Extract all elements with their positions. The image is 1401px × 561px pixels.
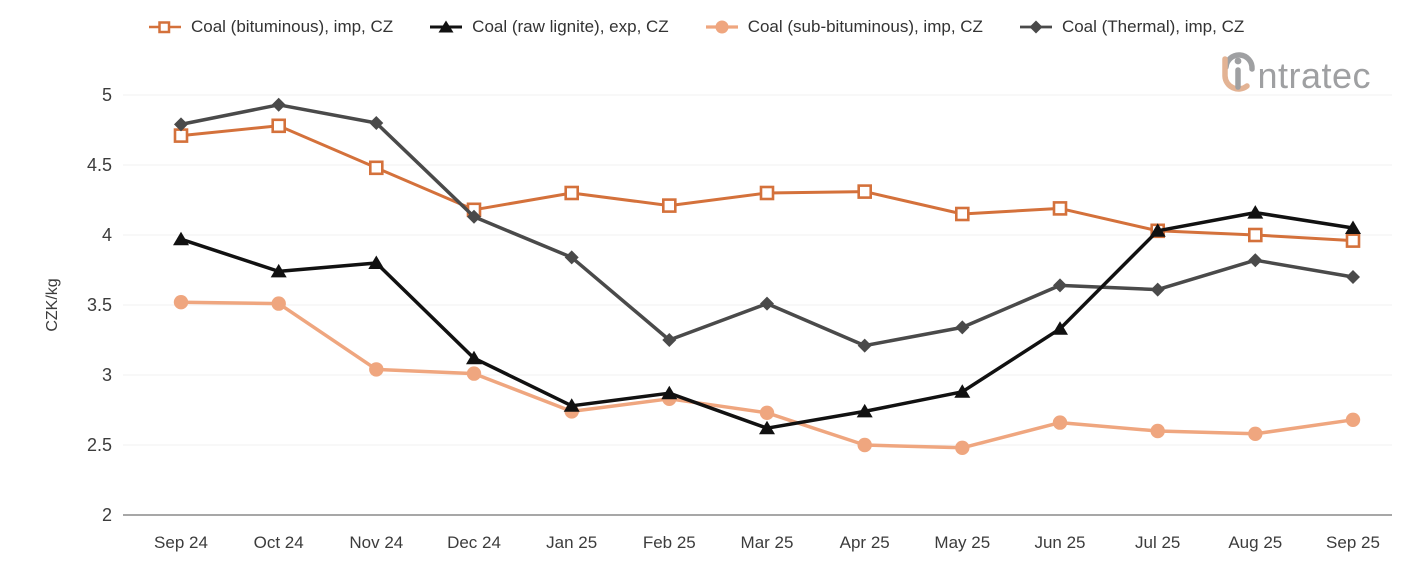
series-coal-raw-lignite-exp-cz bbox=[173, 205, 1361, 435]
data-point-marker bbox=[759, 420, 775, 435]
legend-label: Coal (raw lignite), exp, CZ bbox=[472, 17, 669, 36]
data-point-marker bbox=[173, 128, 189, 143]
x-axis-tick-label: Apr 25 bbox=[840, 533, 890, 552]
x-axis-tick-label: May 25 bbox=[934, 533, 990, 552]
data-point-marker bbox=[856, 403, 873, 418]
data-point-marker bbox=[173, 295, 189, 310]
data-point-marker bbox=[954, 384, 971, 398]
x-axis-tick-label: Jan 25 bbox=[546, 533, 597, 552]
data-point-marker bbox=[661, 198, 677, 213]
x-axis-tick-label: Sep 25 bbox=[1326, 533, 1380, 552]
data-point-marker bbox=[1248, 227, 1263, 243]
data-point-marker bbox=[368, 255, 385, 269]
legend: Coal (bituminous), imp, CZ Coal (raw lig… bbox=[148, 17, 1244, 37]
diamond-marker-icon bbox=[1019, 20, 1052, 34]
data-point-marker bbox=[759, 405, 775, 420]
x-axis-ticks: Sep 24 Oct 24 Nov 24 Dec 24 Jan 25 Feb 25 Mar … bbox=[154, 533, 1380, 552]
data-point-marker bbox=[1346, 270, 1360, 284]
data-point-marker bbox=[368, 160, 384, 176]
legend-label: Coal (sub-bituminous), imp, CZ bbox=[747, 17, 983, 36]
x-axis-tick-label: Mar 25 bbox=[741, 533, 794, 552]
data-point-marker bbox=[1248, 426, 1263, 441]
x-axis-tick-label: Feb 25 bbox=[643, 533, 696, 552]
data-point-marker bbox=[1345, 233, 1361, 248]
data-point-marker bbox=[1052, 415, 1068, 430]
x-axis-tick-label: Oct 24 bbox=[254, 533, 304, 552]
data-point-marker bbox=[1345, 412, 1361, 427]
legend-item-coal-sub-bituminous[interactable]: Coal (sub-bituminous), imp, CZ bbox=[705, 17, 983, 37]
triangle-marker-icon bbox=[430, 20, 463, 33]
square-open-marker-icon bbox=[149, 21, 181, 34]
data-point-marker bbox=[1247, 205, 1264, 219]
data-point-marker bbox=[662, 333, 677, 347]
data-point-marker bbox=[857, 437, 872, 453]
data-point-marker bbox=[955, 320, 970, 335]
y-axis-tick-label: 5 bbox=[102, 85, 112, 105]
data-point-marker bbox=[271, 118, 287, 134]
series-line-coal-raw-lignite-exp-cz bbox=[179, 210, 1355, 430]
y-axis-tick-label: 4.5 bbox=[87, 155, 112, 175]
data-point-marker bbox=[270, 263, 287, 278]
data-point-marker bbox=[369, 116, 384, 130]
data-point-marker bbox=[467, 209, 481, 224]
data-point-marker bbox=[759, 185, 775, 201]
data-point-marker bbox=[271, 97, 286, 112]
y-axis-tick-label: 4 bbox=[102, 225, 112, 245]
data-point-marker bbox=[564, 250, 579, 265]
data-point-marker bbox=[466, 350, 482, 365]
data-point-marker bbox=[955, 440, 970, 455]
series-coal-thermal-imp-cz bbox=[174, 97, 1360, 353]
data-point-marker bbox=[1052, 201, 1068, 216]
x-axis-tick-label: Sep 24 bbox=[154, 533, 208, 552]
circle-marker-icon bbox=[705, 20, 738, 34]
series-line-coal-bituminous-imp-cz bbox=[179, 124, 1355, 243]
y-axis-tick-label: 3.5 bbox=[87, 295, 112, 315]
legend-item-coal-thermal[interactable]: Coal (Thermal), imp, CZ bbox=[1019, 17, 1244, 37]
data-point-marker bbox=[1345, 220, 1361, 234]
data-point-marker bbox=[857, 184, 873, 199]
data-point-marker bbox=[369, 362, 384, 377]
legend-item-coal-raw-lignite[interactable]: Coal (raw lignite), exp, CZ bbox=[429, 17, 669, 37]
data-point-marker bbox=[1052, 321, 1068, 335]
y-axis-tick-label: 2 bbox=[102, 505, 112, 525]
x-axis-tick-label: Aug 25 bbox=[1228, 533, 1282, 552]
data-point-marker bbox=[954, 206, 970, 222]
data-point-marker bbox=[1053, 278, 1067, 293]
data-point-marker bbox=[1149, 223, 1166, 237]
series-coal-sub-bituminous-imp-cz bbox=[173, 295, 1361, 455]
legend-label: Coal (Thermal), imp, CZ bbox=[1061, 17, 1245, 36]
data-point-marker bbox=[173, 231, 189, 246]
legend-item-coal-bituminous[interactable]: Coal (bituminous), imp, CZ bbox=[148, 17, 393, 37]
gridlines bbox=[123, 94, 1392, 516]
data-point-marker bbox=[857, 338, 872, 353]
intratec-mark-icon bbox=[1222, 52, 1256, 92]
y-axis-tick-label: 2.5 bbox=[87, 435, 112, 455]
data-point-marker bbox=[466, 366, 482, 381]
legend-label: Coal (bituminous), imp, CZ bbox=[191, 17, 394, 36]
x-axis-tick-label: Jun 25 bbox=[1034, 533, 1085, 552]
x-axis-tick-label: Jul 25 bbox=[1135, 533, 1180, 552]
x-axis-tick-label: Nov 24 bbox=[349, 533, 403, 552]
y-axis-title: CZK/kg bbox=[44, 278, 61, 331]
data-point-marker bbox=[271, 296, 286, 311]
x-axis-tick-label: Dec 24 bbox=[447, 533, 501, 552]
data-point-marker bbox=[661, 385, 678, 400]
data-point-marker bbox=[1150, 423, 1165, 439]
data-point-marker bbox=[1150, 282, 1165, 297]
data-point-marker bbox=[564, 185, 580, 201]
y-axis-ticks: 2 2.5 3 3.5 4 4.5 5 bbox=[87, 85, 112, 525]
intratec-logo: ntratec bbox=[1216, 40, 1371, 96]
data-point-marker bbox=[760, 296, 774, 311]
data-point-marker bbox=[563, 398, 580, 412]
data-point-marker bbox=[174, 117, 188, 132]
logo-text: ntratec bbox=[1257, 55, 1371, 96]
y-axis-tick-label: 3 bbox=[102, 365, 112, 385]
data-point-marker bbox=[1248, 253, 1263, 268]
